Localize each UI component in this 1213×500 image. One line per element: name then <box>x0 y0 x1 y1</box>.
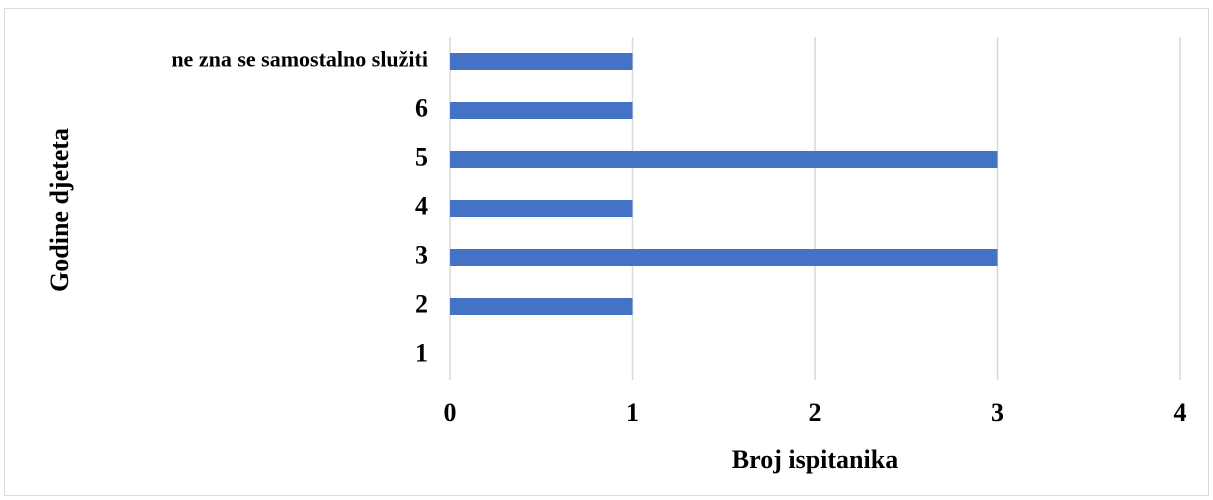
y-tick-label: 5 <box>415 142 428 171</box>
y-tick-label: ne zna se samostalno služiti <box>171 47 428 72</box>
x-tick-label: 3 <box>991 398 1004 427</box>
y-tick-label: 6 <box>415 93 428 122</box>
bar <box>450 151 998 168</box>
bar <box>450 200 633 217</box>
x-axis-title: Broj ispitanika <box>732 445 898 474</box>
y-axis-title: Godine djeteta <box>45 128 74 292</box>
bar <box>450 53 633 70</box>
y-tick-label: 3 <box>415 240 428 269</box>
x-tick-label: 4 <box>1174 398 1187 427</box>
x-tick-label: 0 <box>444 398 457 427</box>
x-tick-label: 1 <box>626 398 639 427</box>
bar <box>450 298 633 315</box>
y-tick-label: 1 <box>415 338 428 367</box>
bar <box>450 102 633 119</box>
bar <box>450 249 998 266</box>
y-tick-label: 4 <box>415 191 428 220</box>
x-tick-label: 2 <box>809 398 822 427</box>
y-tick-label: 2 <box>415 289 428 318</box>
